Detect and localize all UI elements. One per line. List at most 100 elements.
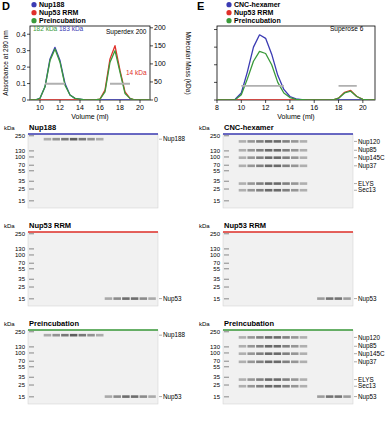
gel (223, 232, 353, 306)
band-pointer (354, 353, 357, 354)
y-tick-label: 0.4 (16, 31, 26, 38)
y-tick-label: 0 (22, 96, 26, 103)
x-tick (60, 100, 61, 103)
gel-band (239, 345, 247, 348)
ladder-label: 100 (210, 350, 221, 356)
y2-tick-label: 100 (154, 60, 166, 67)
ladder-label: 25 (213, 382, 220, 388)
band-pointer (354, 361, 357, 362)
gel-band (265, 336, 273, 339)
legend-marker (31, 18, 36, 23)
band-label: Nup37 (358, 162, 377, 170)
gel-band (239, 361, 247, 364)
ladder-label: 15 (213, 296, 220, 302)
x-tick (140, 100, 141, 103)
gel-band (335, 395, 343, 398)
panel-label: E (197, 0, 204, 12)
gel-band (256, 149, 264, 152)
x-tick-label: 14 (76, 104, 84, 111)
x-axis-title: Volume (ml) (71, 113, 108, 121)
x-tick-label: 18 (335, 104, 343, 111)
gel-band (343, 395, 351, 398)
x-tick-label: 20 (359, 104, 367, 111)
gel-unit: kDa (199, 321, 210, 327)
band-pointer (354, 337, 357, 338)
y-tick (27, 100, 30, 101)
gel-band (113, 297, 121, 300)
gel-band (61, 138, 69, 141)
gel-band (300, 165, 308, 168)
gel-band (282, 336, 290, 339)
gel-band (79, 138, 87, 141)
gel-band (265, 156, 273, 159)
gel-band (239, 156, 247, 159)
ladder-band (29, 366, 34, 367)
ladder-band (29, 135, 34, 136)
ladder-band (224, 352, 229, 353)
gel-band (282, 361, 290, 364)
series-line (30, 46, 150, 100)
gel-band (282, 182, 290, 185)
ladder-label: 15 (18, 394, 25, 400)
legend-marker (226, 2, 231, 7)
ladder-label: 250 (15, 231, 26, 237)
x-tick-label: 16 (310, 104, 318, 111)
ladder-label: 25 (213, 284, 220, 290)
ladder-label: 55 (18, 364, 25, 370)
gel-band (274, 165, 282, 168)
gel-band (274, 352, 282, 355)
ladder-band (224, 135, 229, 136)
ladder-band (29, 189, 34, 190)
gel-color-bar (28, 329, 158, 331)
gel (223, 330, 353, 404)
gel-band (131, 297, 139, 300)
ladder-band (224, 170, 229, 171)
band-pointer (354, 379, 357, 380)
gel-band (79, 334, 87, 337)
x-tick (100, 100, 101, 103)
y2-tick-label: 200 (154, 24, 166, 31)
x-tick (120, 100, 121, 103)
y-tick (214, 29, 217, 30)
gel-band (239, 149, 247, 152)
band-label: Nup120 (358, 334, 381, 342)
gel-band (247, 345, 255, 348)
gel-band (291, 156, 299, 159)
ladder-label: 55 (213, 364, 220, 370)
gel-band (96, 138, 104, 141)
ladder-band (224, 189, 229, 190)
gel-band (239, 182, 247, 185)
gel-band (140, 297, 148, 300)
gel-band (343, 297, 351, 300)
gel-band (282, 189, 290, 192)
band-label: Sec13 (358, 382, 376, 389)
gel-band (70, 334, 78, 337)
annotation: Superdex 200 (106, 28, 147, 36)
gel-band (282, 149, 290, 152)
y-tick-label: 0.1 (16, 80, 26, 87)
gel-unit: kDa (4, 125, 15, 131)
ladder-band (224, 361, 229, 362)
gel-band (239, 385, 247, 388)
gel-band (274, 156, 282, 159)
ladder-band (224, 298, 229, 299)
gel-band (247, 361, 255, 364)
ladder-band (224, 287, 229, 288)
gel-band (291, 378, 299, 381)
gel-band (265, 182, 273, 185)
ladder-label: 35 (213, 276, 220, 282)
band-pointer (159, 139, 162, 140)
band-pointer (159, 335, 162, 336)
x-tick (289, 100, 290, 103)
ladder-label: 250 (210, 133, 221, 139)
gel-band (105, 395, 113, 398)
gel-unit: kDa (4, 321, 15, 327)
y-tick (27, 83, 30, 84)
gel-band (239, 189, 247, 192)
gel-band (148, 395, 156, 398)
x-tick-label: 16 (96, 104, 104, 111)
ladder-label: 15 (18, 296, 25, 302)
gel-band (265, 140, 273, 143)
gel-band (282, 165, 290, 168)
x-tick (217, 100, 218, 103)
